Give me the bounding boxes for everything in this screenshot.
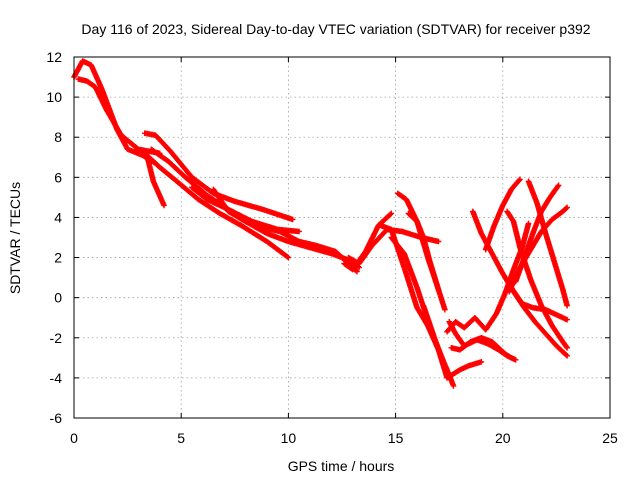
y-tick-label: -2 (50, 330, 63, 346)
y-tick-label: -4 (50, 370, 63, 386)
x-tick-label: 0 (70, 430, 78, 446)
data-point (478, 359, 485, 365)
data-point (564, 316, 570, 323)
x-tick-label: 25 (602, 430, 618, 446)
y-tick-label: 4 (54, 209, 62, 225)
series-track-15 (420, 302, 485, 381)
y-tick-label: 10 (46, 89, 62, 105)
data-point (564, 345, 570, 351)
series-track-20 (482, 176, 523, 253)
plot-frame (73, 56, 611, 419)
series-track-2 (75, 76, 163, 157)
data-point (563, 344, 570, 350)
data-point (517, 176, 523, 183)
series-track-19 (469, 208, 570, 359)
data-point (388, 210, 395, 217)
axis-ticks (73, 56, 611, 419)
x-tick-label: 20 (495, 430, 511, 446)
data-point (554, 183, 561, 190)
y-axis-label: SDTVAR / TECUs (7, 182, 23, 294)
data-point (564, 353, 570, 359)
data-marks (71, 58, 570, 389)
data-point (284, 253, 291, 260)
series-track-25 (508, 284, 570, 323)
x-tick-label: 10 (281, 430, 297, 446)
y-tick-label: 0 (54, 290, 62, 306)
data-point (435, 286, 442, 293)
x-axis-label: GPS time / hours (288, 458, 395, 474)
series-track-12 (405, 210, 442, 293)
data-point (450, 383, 457, 389)
data-point (512, 357, 519, 363)
data-point (555, 182, 562, 189)
series-track-8 (210, 186, 360, 275)
series-track-6 (139, 148, 292, 261)
data-point (161, 202, 167, 209)
data-point (564, 204, 570, 211)
series-track-4 (141, 130, 296, 223)
y-tick-label: 6 (54, 169, 62, 185)
data-point (525, 220, 532, 227)
x-tick-label: 5 (177, 430, 185, 446)
data-point (387, 211, 394, 218)
series-track-17 (448, 334, 519, 363)
data-point (564, 302, 570, 309)
data-point (563, 205, 570, 212)
data-point (435, 238, 442, 245)
series-track-24 (512, 182, 562, 285)
y-tick-label: 8 (54, 129, 62, 145)
y-tick-label: -6 (50, 410, 63, 426)
data-point (296, 228, 302, 235)
data-point (285, 254, 292, 261)
data-point (354, 268, 360, 275)
data-point (289, 216, 296, 223)
chart-title: Day 116 of 2023, Sidereal Day-to-day VTE… (81, 21, 590, 37)
data-point (442, 306, 448, 313)
series-track-5 (148, 146, 302, 235)
data-point (563, 352, 569, 358)
y-tick-label: 12 (46, 49, 62, 65)
x-tick-label: 15 (388, 430, 404, 446)
data-point (516, 177, 522, 184)
y-tick-label: 2 (54, 250, 62, 266)
